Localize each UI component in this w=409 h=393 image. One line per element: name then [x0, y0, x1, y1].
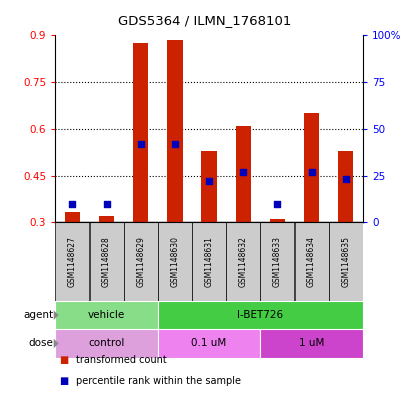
Point	[239, 169, 246, 175]
Bar	[269, 219, 284, 222]
Bar	[260, 222, 294, 301]
Bar	[201, 151, 216, 222]
Text: GSM1148628: GSM1148628	[102, 236, 111, 287]
Text: GSM1148631: GSM1148631	[204, 236, 213, 287]
Bar	[226, 222, 260, 301]
Bar	[55, 329, 157, 358]
Bar	[328, 222, 362, 301]
Text: transformed count: transformed count	[76, 354, 166, 365]
Bar	[99, 216, 114, 222]
Text: GSM1148632: GSM1148632	[238, 236, 247, 287]
Bar	[167, 40, 182, 222]
Text: vehicle: vehicle	[88, 310, 125, 320]
Text: I-BET726: I-BET726	[237, 310, 283, 320]
Text: GSM1148634: GSM1148634	[306, 236, 315, 287]
Bar	[157, 222, 191, 301]
Point	[171, 141, 178, 147]
Text: 1 uM: 1 uM	[298, 338, 324, 349]
Text: ■: ■	[59, 354, 69, 365]
Text: dose: dose	[28, 338, 53, 349]
Point	[342, 176, 348, 183]
Bar	[303, 113, 319, 222]
Bar	[337, 151, 353, 222]
Text: GSM1148633: GSM1148633	[272, 236, 281, 287]
Text: percentile rank within the sample: percentile rank within the sample	[76, 376, 240, 386]
Point	[69, 200, 76, 207]
Bar	[191, 222, 226, 301]
Bar	[55, 222, 89, 301]
Bar	[157, 301, 362, 329]
Point	[205, 178, 212, 184]
Text: GSM1148635: GSM1148635	[340, 236, 349, 287]
Text: GDS5364 / ILMN_1768101: GDS5364 / ILMN_1768101	[118, 14, 291, 27]
Text: GSM1148629: GSM1148629	[136, 236, 145, 287]
Text: GSM1148630: GSM1148630	[170, 236, 179, 287]
Bar	[294, 222, 328, 301]
Bar	[157, 329, 260, 358]
Point	[274, 200, 280, 207]
Text: 0.1 uM: 0.1 uM	[191, 338, 226, 349]
Point	[308, 169, 314, 175]
Bar	[260, 329, 362, 358]
Bar	[65, 211, 80, 222]
Bar	[124, 222, 157, 301]
Text: GSM1148627: GSM1148627	[68, 236, 77, 287]
Point	[103, 200, 110, 207]
Text: control: control	[88, 338, 124, 349]
Text: ■: ■	[59, 376, 69, 386]
Point	[137, 141, 144, 147]
Text: agent: agent	[23, 310, 53, 320]
Bar	[55, 301, 157, 329]
Bar	[133, 43, 148, 222]
Bar	[235, 126, 250, 222]
Bar	[89, 222, 124, 301]
